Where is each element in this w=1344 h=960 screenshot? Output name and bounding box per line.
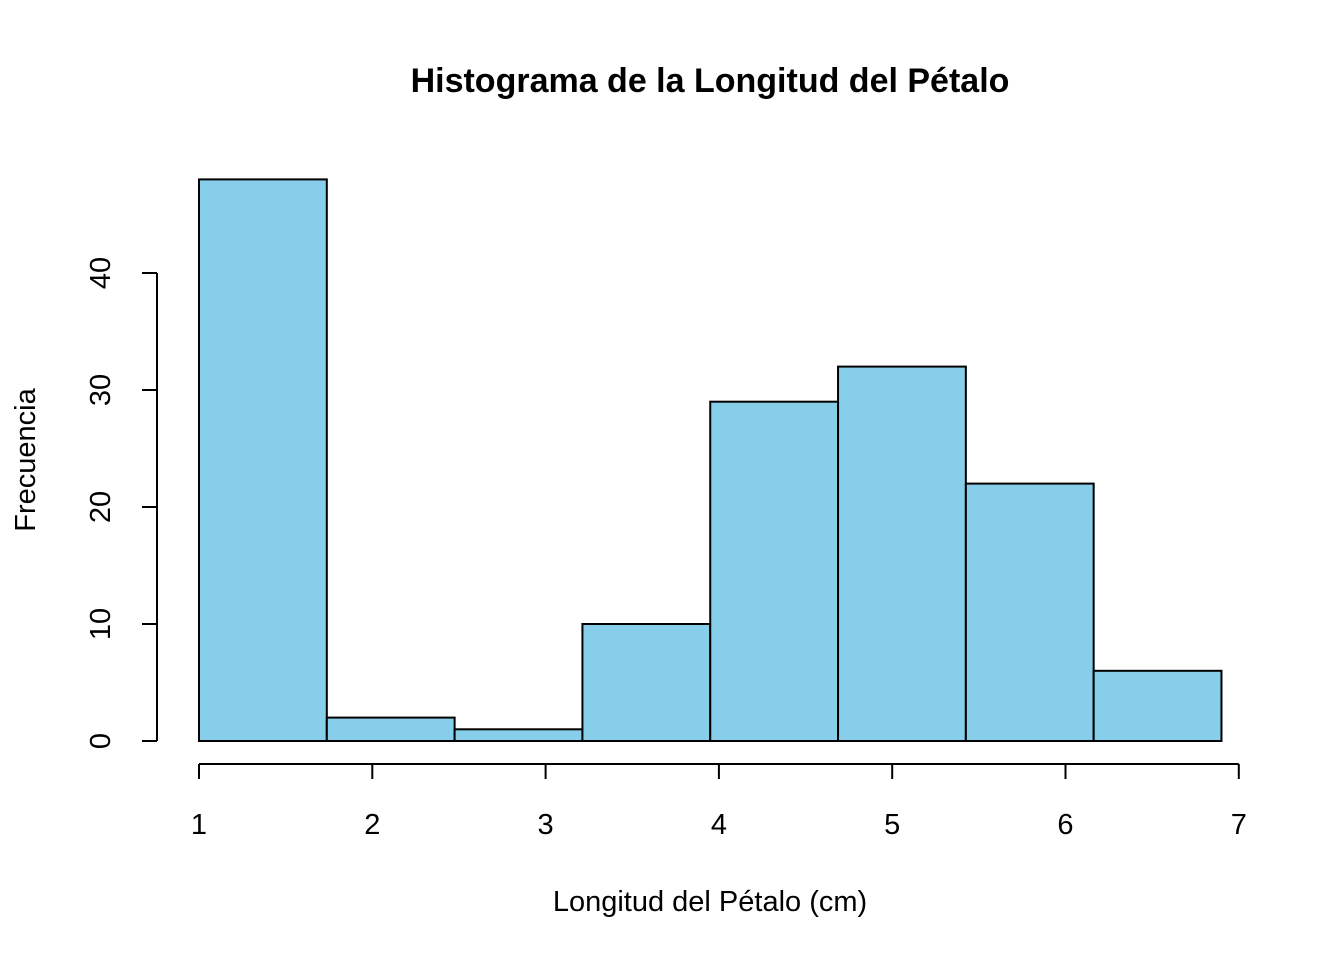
bars-group [198,178,1223,742]
histogram-bar [837,365,967,742]
histogram-bar [709,400,840,742]
y-tick-label: 40 [85,257,117,289]
histogram-bar [964,482,1095,742]
histogram-bar [198,178,328,742]
x-axis-label: Longitud del Pétalo (cm) [553,886,867,918]
y-tick-label: 30 [85,374,117,406]
x-tick-label: 5 [884,809,900,841]
chart-title: Histograma de la Longitud del Pétalo [411,62,1010,100]
x-tick-label: 2 [364,809,380,841]
y-tick-label: 0 [85,733,117,749]
x-tick-label: 1 [191,809,207,841]
y-tick-label: 10 [85,608,117,640]
x-tick-label: 3 [538,809,554,841]
y-axis: 0 10 20 30 40 [85,257,158,749]
histogram-bar [453,728,584,742]
x-tick-label: 6 [1057,809,1073,841]
histogram-bar [1092,669,1223,742]
histogram-bar [325,716,456,742]
x-axis: 1 2 3 4 5 6 7 [191,763,1247,841]
x-tick-label: 7 [1231,809,1247,841]
y-axis-label: Frecuencia [10,387,42,531]
x-tick-label: 4 [711,809,727,841]
y-tick-label: 20 [85,491,117,523]
histogram-bar [581,623,712,742]
